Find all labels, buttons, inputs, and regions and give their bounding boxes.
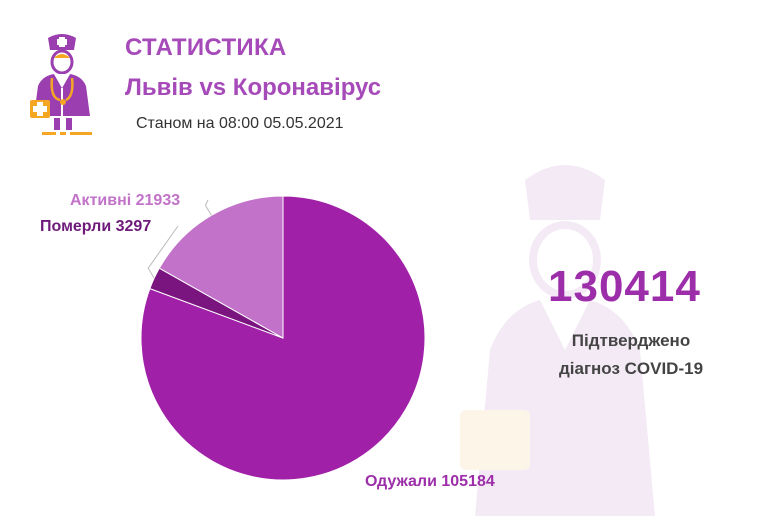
leader-line-1 [147, 225, 179, 279]
slice-label-0: Одужали 105184 [365, 473, 495, 490]
pie-slice-0 [140, 195, 426, 481]
doctor-logo-icon [30, 34, 92, 135]
total-cases-caption: Підтверджено діагноз COVID-19 [527, 327, 735, 383]
as-of-timestamp: Станом на 08:00 05.05.2021 [136, 115, 344, 132]
slice-label-2: Активні 21933 [70, 192, 180, 209]
leader-line-2 [204, 199, 212, 216]
caption-line-2: діагноз COVID-19 [558, 359, 704, 378]
page-subtitle: Львів vs Коронавірус [125, 74, 382, 101]
page-title: СТАТИСТИКА [125, 34, 287, 61]
caption-line-1: Підтверджено [571, 331, 691, 350]
total-cases-number: 130414 [548, 262, 701, 311]
slice-label-1: Померли 3297 [40, 218, 151, 235]
doctor-watermark-icon [460, 165, 655, 516]
